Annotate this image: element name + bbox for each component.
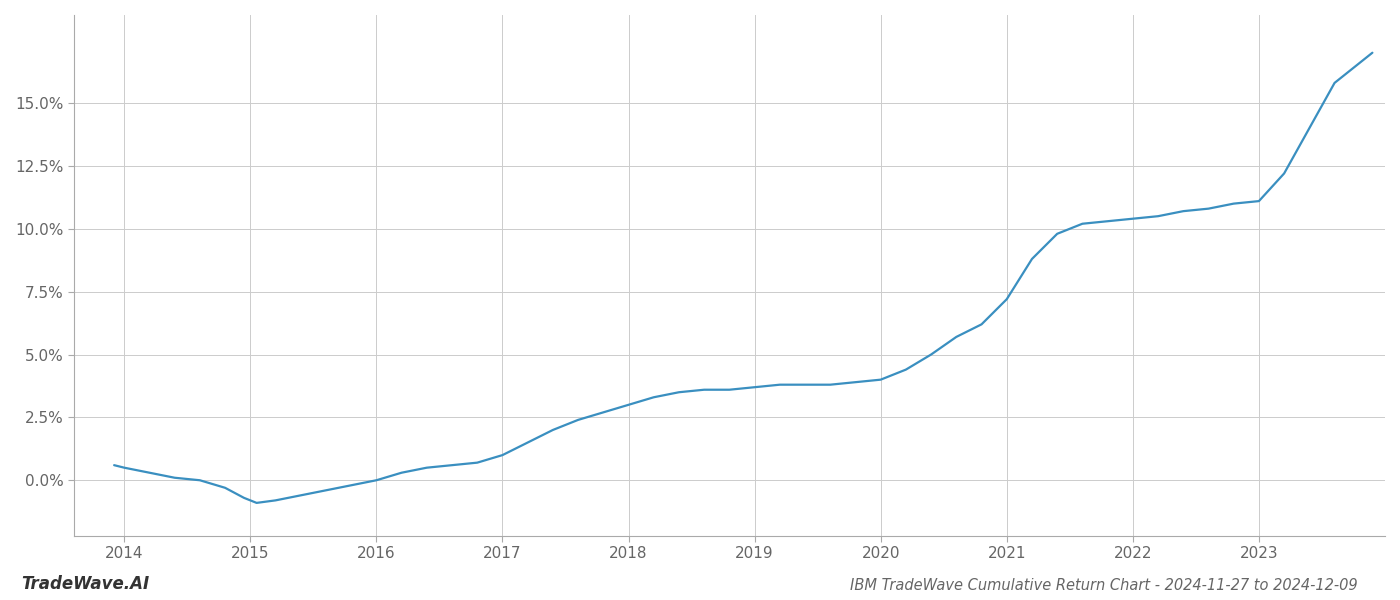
Text: TradeWave.AI: TradeWave.AI xyxy=(21,575,150,593)
Text: IBM TradeWave Cumulative Return Chart - 2024-11-27 to 2024-12-09: IBM TradeWave Cumulative Return Chart - … xyxy=(850,578,1358,593)
